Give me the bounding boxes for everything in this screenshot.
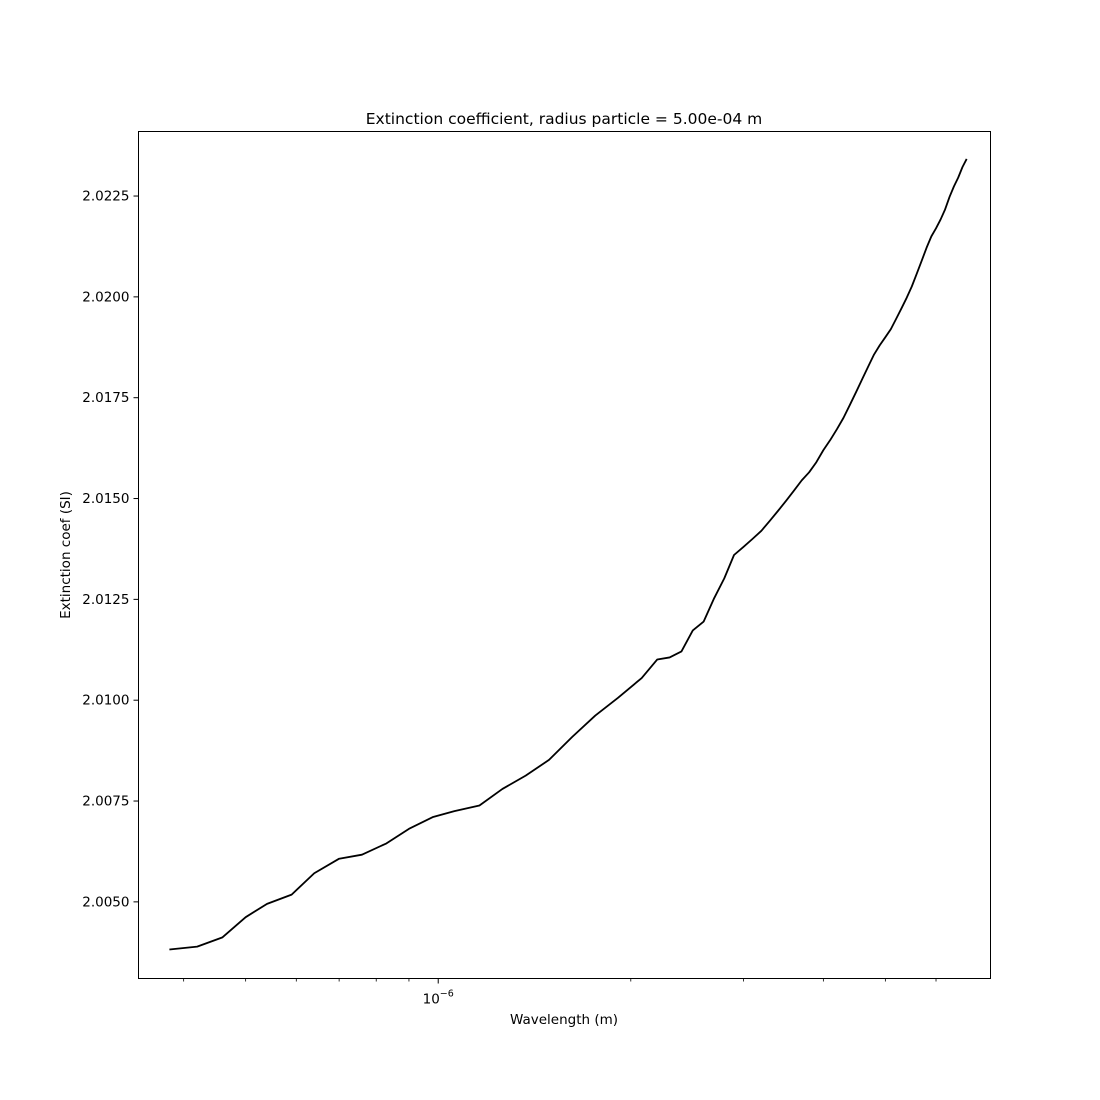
- y-tick-label: 2.0150: [82, 491, 129, 507]
- x-axis-ticks: 10−6: [183, 978, 937, 1008]
- y-tick-label: 2.0225: [82, 189, 129, 205]
- y-tick-label: 2.0175: [82, 390, 129, 406]
- y-axis-ticks: 2.0050 2.0075 2.0100 2.0125 2.0150 2.0175 2.02…: [82, 189, 139, 910]
- series-layer: [169, 158, 968, 951]
- series-line: [169, 158, 968, 951]
- chart-title: Extinction coefficient, radius particle …: [366, 110, 763, 128]
- y-axis-label: Extinction coef (SI): [58, 491, 74, 619]
- y-tick-label: 2.0050: [82, 894, 129, 910]
- x-axis-label: Wavelength (m): [510, 1012, 618, 1028]
- y-tick-label: 2.0200: [82, 289, 129, 305]
- y-tick-label: 2.0100: [82, 693, 129, 709]
- x-tick-label: 10−6: [423, 989, 454, 1008]
- y-tick-label: 2.0075: [82, 794, 129, 810]
- y-tick-label: 2.0125: [82, 592, 129, 608]
- plot-frame: [138, 131, 991, 979]
